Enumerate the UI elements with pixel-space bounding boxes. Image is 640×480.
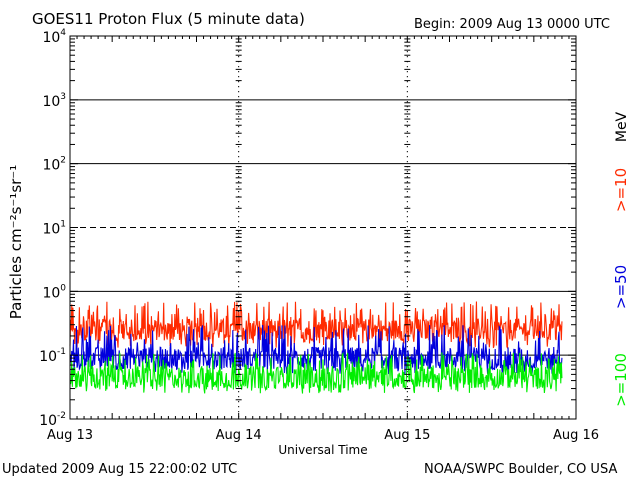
x-tick-label: Aug 14 <box>216 428 262 443</box>
y-tick-label: 100 <box>42 283 66 301</box>
x-tick-label: Aug 13 <box>47 428 93 443</box>
begin-time: Begin: 2009 Aug 13 0000 UTC <box>414 17 610 32</box>
plot-frame <box>69 35 577 420</box>
series-line <box>69 301 563 350</box>
mev-label: MeV <box>614 111 630 142</box>
credit: NOAA/SWPC Boulder, CO USA <box>424 462 617 477</box>
y-tick-label: 104 <box>42 28 66 46</box>
y-tick-label: 10-1 <box>39 347 66 365</box>
legend-ge50: >=50 <box>612 265 630 309</box>
chart-title: GOES11 Proton Flux (5 minute data) <box>32 10 305 28</box>
x-tick-label: Aug 15 <box>384 428 430 443</box>
y-axis-label: Particles cm⁻²s⁻¹sr⁻¹ <box>7 165 25 319</box>
y-tick-labels: 104 103 102 101 100 10-1 10-2 <box>39 28 66 429</box>
y-tick-label: 101 <box>42 220 66 238</box>
legend-ge10: >=10 <box>612 168 630 212</box>
legend-ge100: >=100 <box>612 353 630 407</box>
x-axis-label: Universal Time <box>278 443 367 457</box>
x-tick-label: Aug 16 <box>553 428 599 443</box>
y-tick-label: 10-2 <box>39 411 66 429</box>
series-layer <box>69 301 563 394</box>
x-tick-labels: Aug 13 Aug 14 Aug 15 Aug 16 <box>47 428 599 443</box>
y-tick-label: 103 <box>42 92 66 110</box>
updated-timestamp: Updated 2009 Aug 15 22:00:02 UTC <box>2 462 237 477</box>
series-line <box>69 351 563 394</box>
y-tick-label: 102 <box>42 156 66 174</box>
